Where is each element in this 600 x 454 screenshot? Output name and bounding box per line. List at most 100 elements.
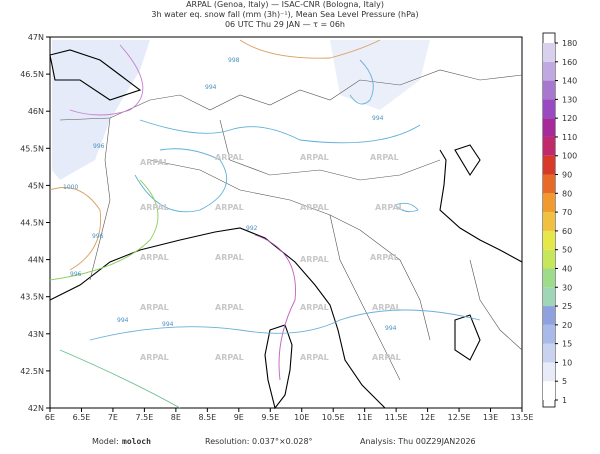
footer-model-label: Model: (92, 437, 119, 446)
lat-label: 45.5N (20, 144, 44, 153)
colorbar-swatch (543, 324, 555, 344)
watermark: ARPAL (215, 153, 244, 162)
lon-label: 6E (45, 413, 55, 422)
header-line: 06 UTC Thu 29 JAN — τ = 06h (225, 20, 345, 29)
contour-label: 994 (205, 84, 217, 91)
lat-label: 46N (28, 107, 44, 116)
colorbar-swatch (543, 268, 555, 288)
lon-label: 6.5E (73, 413, 91, 422)
colorbar-swatch (543, 381, 555, 400)
watermark: ARPAL (140, 158, 169, 167)
lon-label: 10E (294, 413, 309, 422)
contour-label: 996 (70, 271, 82, 278)
watermark: ARPAL (300, 303, 329, 312)
colorbar-label: 50 (562, 246, 572, 255)
lon-label: 9E (234, 413, 244, 422)
contour-label: 1000 (63, 184, 78, 191)
contour-label: 994 (372, 115, 384, 122)
colorbar-swatch (543, 230, 555, 250)
colorbar-swatch (543, 343, 555, 363)
watermark: ARPAL (372, 353, 401, 362)
lon-label: 13E (483, 413, 498, 422)
colorbar-label: 180 (562, 39, 577, 48)
lon-label: 9.5E (261, 413, 279, 422)
colorbar-label: 5 (562, 377, 567, 386)
lon-label: 8E (171, 413, 181, 422)
colorbar-label: 25 (562, 302, 572, 311)
lon-label: 11.5E (385, 413, 408, 422)
colorbar-swatch (543, 287, 555, 307)
footer-model: moloch (122, 437, 151, 446)
colorbar-swatch (543, 155, 555, 175)
watermark: ARPAL (300, 255, 329, 264)
colorbar-swatch (543, 362, 555, 382)
watermark: ARPAL (300, 203, 329, 212)
colorbar-label: 1 (562, 396, 567, 405)
lat-label: 47N (28, 33, 44, 42)
lat-label: 43N (28, 330, 44, 339)
lat-label: 44N (28, 256, 44, 265)
colorbar-label: 10 (562, 358, 572, 367)
lat-label: 44.5N (20, 219, 44, 228)
contour-label: 994 (117, 317, 129, 324)
colorbar-label: 80 (562, 189, 572, 198)
colorbar-label: 100 (562, 152, 577, 161)
colorbar-label: 90 (562, 171, 572, 180)
colorbar-swatch (543, 249, 555, 269)
watermark: ARPAL (215, 203, 244, 212)
colorbar-label: 110 (562, 133, 577, 142)
footer-resolution: Resolution: 0.037°×0.028° (205, 437, 313, 446)
watermark: ARPAL (215, 303, 244, 312)
lon-label: 11E (357, 413, 372, 422)
colorbar-label: 20 (562, 321, 572, 330)
colorbar-swatch (543, 61, 555, 81)
watermark: ARPAL (140, 353, 169, 362)
lat-label: 43.5N (20, 293, 44, 302)
colorbar-swatch (543, 99, 555, 119)
colorbar-label: 30 (562, 283, 572, 292)
colorbar-label: 15 (562, 340, 572, 349)
watermark: ARPAL (140, 203, 169, 212)
colorbar-label: 40 (562, 264, 572, 273)
colorbar-swatch (543, 193, 555, 213)
lon-label: 10.5E (322, 413, 345, 422)
colorbar-swatch (543, 136, 555, 156)
colorbar-label: 140 (562, 77, 577, 86)
colorbar-label: 60 (562, 227, 572, 236)
colorbar-swatch (543, 212, 555, 231)
colorbar-label: 130 (562, 95, 577, 104)
contour-label: 994 (385, 325, 397, 332)
colorbar-label: 70 (562, 208, 572, 217)
watermark: ARPAL (300, 153, 329, 162)
colorbar-swatch (543, 118, 555, 137)
lat-label: 45N (28, 181, 44, 190)
watermark: ARPAL (370, 253, 399, 262)
contour-label: 998 (228, 57, 240, 64)
header-line: ARPAL (Genoa, Italy) — ISAC-CNR (Bologna… (186, 0, 384, 9)
watermark: ARPAL (140, 303, 169, 312)
colorbar-label: 160 (562, 58, 577, 67)
watermark: ARPAL (215, 253, 244, 262)
lon-label: 13.5E (511, 413, 534, 422)
colorbar-swatch (543, 43, 555, 62)
watermark: ARPAL (370, 153, 399, 162)
lon-label: 12E (420, 413, 435, 422)
lon-label: 12.5E (448, 413, 471, 422)
colorbar-label: 120 (562, 114, 577, 123)
colorbar-swatch (543, 174, 555, 194)
lat-label: 42.5N (20, 367, 44, 376)
watermark: ARPAL (140, 253, 169, 262)
colorbar-swatch (543, 306, 555, 325)
footer-analysis: Analysis: Thu 00Z29JAN2026 (360, 437, 476, 446)
watermark: ARPAL (372, 303, 401, 312)
lat-label: 46.5N (20, 70, 44, 79)
contour-label: 996 (93, 143, 105, 150)
watermark: ARPAL (375, 203, 404, 212)
contour-label: 996 (92, 233, 104, 240)
watermark: ARPAL (215, 353, 244, 362)
lat-label: 42N (28, 404, 44, 413)
contour-label: 992 (246, 225, 258, 232)
lon-label: 7.5E (136, 413, 154, 422)
contour-label: 994 (162, 321, 174, 328)
